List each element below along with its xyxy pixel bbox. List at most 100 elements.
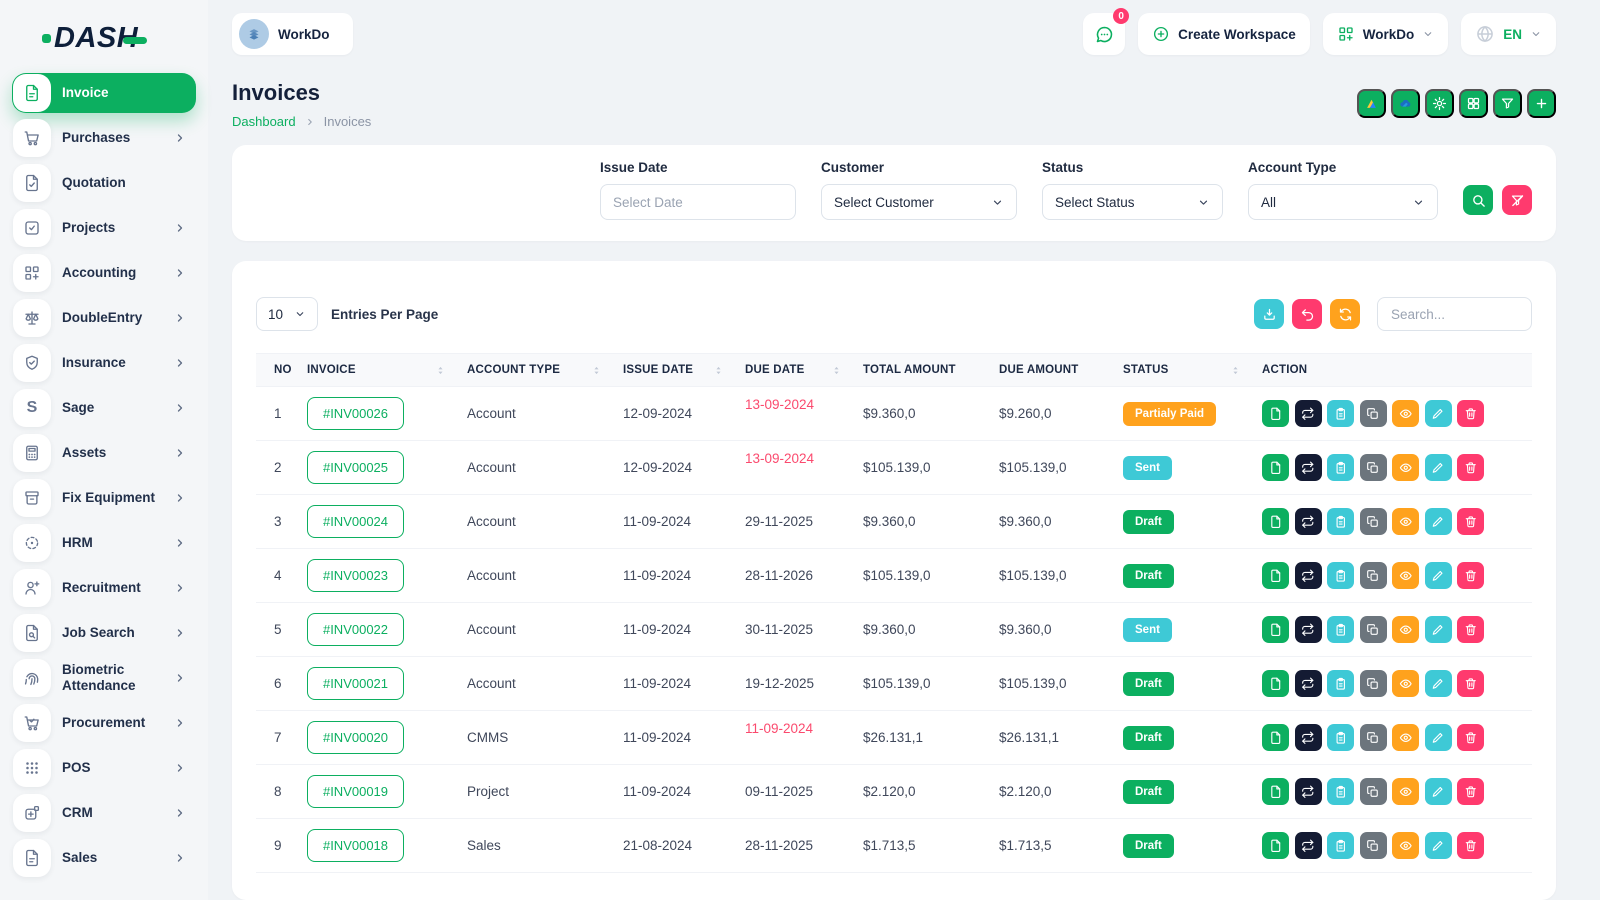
copy-link-button[interactable] [1359,724,1387,751]
create-invoice-button[interactable] [1527,89,1556,118]
filter-button[interactable] [1493,89,1522,118]
invoice-number-link[interactable]: #INV00026 [307,397,404,430]
sidebar-item-crm[interactable]: CRM [12,793,196,833]
duplicate-button[interactable] [1327,832,1354,859]
grid-view-button[interactable] [1459,89,1488,118]
convert-button[interactable] [1294,724,1322,751]
sidebar-item-hrm[interactable]: HRM [12,523,196,563]
invoice-file-button[interactable] [1262,670,1289,697]
workspace-selector[interactable]: WorkDo [232,13,353,55]
copy-link-button[interactable] [1359,778,1387,805]
sidebar-item-sage[interactable]: S Sage [12,388,196,428]
column-header-issue-date[interactable]: ISSUE DATE [623,364,745,377]
apply-filter-button[interactable] [1463,185,1493,215]
sidebar-item-pos[interactable]: POS [12,748,196,788]
convert-button[interactable] [1294,616,1322,643]
delete-button[interactable] [1457,616,1484,643]
account-type-select[interactable]: All [1248,184,1438,220]
invoice-file-button[interactable] [1262,454,1289,481]
edit-button[interactable] [1424,400,1452,427]
export-button[interactable] [1254,299,1284,329]
invoice-number-link[interactable]: #INV00023 [307,559,404,592]
invoice-number-link[interactable]: #INV00025 [307,451,404,484]
duplicate-button[interactable] [1327,454,1354,481]
settings-button[interactable] [1425,89,1454,118]
invoice-file-button[interactable] [1262,616,1289,643]
sidebar-item-fix-equipment[interactable]: Fix Equipment [12,478,196,518]
column-header-account-type[interactable]: ACCOUNT TYPE [467,364,623,377]
sidebar-item-insurance[interactable]: Insurance [12,343,196,383]
copy-link-button[interactable] [1359,454,1387,481]
invoice-number-link[interactable]: #INV00022 [307,613,404,646]
google-drive-button[interactable] [1357,89,1386,118]
invoice-number-link[interactable]: #INV00020 [307,721,404,754]
copy-link-button[interactable] [1359,832,1387,859]
column-header-status[interactable]: STATUS [1123,364,1262,377]
edit-button[interactable] [1424,616,1452,643]
convert-button[interactable] [1294,670,1322,697]
copy-link-button[interactable] [1359,616,1387,643]
clear-filter-button[interactable] [1502,185,1532,215]
language-selector[interactable]: EN [1461,13,1556,55]
invoice-number-link[interactable]: #INV00021 [307,667,404,700]
refresh-button[interactable] [1330,299,1360,329]
convert-button[interactable] [1294,562,1322,589]
invoice-file-button[interactable] [1262,724,1289,751]
sidebar-item-projects[interactable]: Projects [12,208,196,248]
copy-link-button[interactable] [1359,670,1387,697]
duplicate-button[interactable] [1327,778,1354,805]
edit-button[interactable] [1424,454,1452,481]
column-header-invoice[interactable]: INVOICE [307,364,467,377]
view-button[interactable] [1392,562,1419,589]
invoice-number-link[interactable]: #INV00018 [307,829,404,862]
edit-button[interactable] [1424,508,1452,535]
invoice-number-link[interactable]: #INV00024 [307,505,404,538]
sidebar-item-job-search[interactable]: Job Search [12,613,196,653]
view-button[interactable] [1392,670,1419,697]
delete-button[interactable] [1457,832,1484,859]
convert-button[interactable] [1294,508,1322,535]
sidebar-item-procurement[interactable]: Procurement [12,703,196,743]
delete-button[interactable] [1457,778,1484,805]
undo-button[interactable] [1292,299,1322,329]
copy-link-button[interactable] [1359,562,1387,589]
convert-button[interactable] [1294,400,1322,427]
sidebar-item-invoice[interactable]: Invoice [12,73,196,113]
duplicate-button[interactable] [1327,400,1354,427]
invoice-file-button[interactable] [1262,832,1289,859]
entries-per-page-select[interactable]: 10 [256,297,318,331]
convert-button[interactable] [1294,454,1322,481]
sidebar-item-doubleentry[interactable]: DoubleEntry [12,298,196,338]
invoice-number-link[interactable]: #INV00019 [307,775,404,808]
view-button[interactable] [1392,724,1419,751]
delete-button[interactable] [1457,724,1484,751]
column-header-due-date[interactable]: DUE DATE [745,364,863,377]
onedrive-button[interactable] [1391,89,1420,118]
customer-select[interactable]: Select Customer [821,184,1017,220]
workdo-menu-button[interactable]: WorkDo [1322,13,1449,55]
edit-button[interactable] [1424,832,1452,859]
view-button[interactable] [1392,454,1419,481]
invoice-file-button[interactable] [1262,508,1289,535]
delete-button[interactable] [1457,454,1484,481]
issue-date-input[interactable] [600,184,796,220]
sidebar-item-purchases[interactable]: Purchases [12,118,196,158]
sidebar-item-recruitment[interactable]: Recruitment [12,568,196,608]
invoice-file-button[interactable] [1262,778,1289,805]
duplicate-button[interactable] [1327,562,1354,589]
edit-button[interactable] [1424,778,1452,805]
delete-button[interactable] [1457,562,1484,589]
view-button[interactable] [1392,616,1419,643]
copy-link-button[interactable] [1359,508,1387,535]
duplicate-button[interactable] [1327,616,1354,643]
sidebar-item-assets[interactable]: Assets [12,433,196,473]
edit-button[interactable] [1424,562,1452,589]
delete-button[interactable] [1457,400,1484,427]
view-button[interactable] [1392,778,1419,805]
duplicate-button[interactable] [1327,670,1354,697]
view-button[interactable] [1392,832,1419,859]
edit-button[interactable] [1424,670,1452,697]
status-select[interactable]: Select Status [1042,184,1223,220]
sidebar-item-biometric-attendance[interactable]: Biometric Attendance [12,658,196,698]
delete-button[interactable] [1457,508,1484,535]
